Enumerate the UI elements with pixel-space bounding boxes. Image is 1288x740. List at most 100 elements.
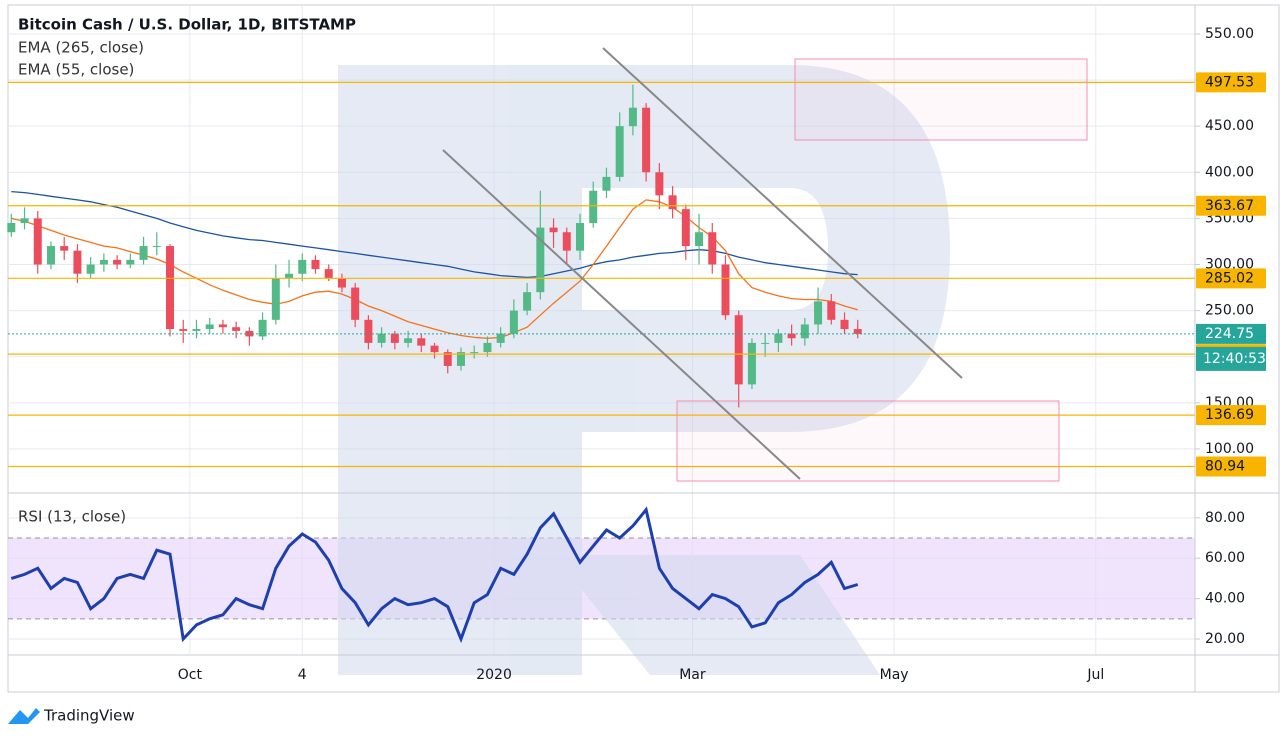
- candle-body: [86, 264, 95, 274]
- y-tick-label: 40.00: [1205, 591, 1245, 607]
- indicator-line: [10, 506, 859, 644]
- target-zone: [676, 400, 1060, 482]
- watermark-stem: [338, 65, 582, 675]
- countdown-box: [1196, 346, 1266, 371]
- level-label: 136.69: [1205, 407, 1254, 423]
- candle-body: [483, 342, 492, 353]
- candle-body: [576, 223, 585, 251]
- candle-body: [774, 333, 783, 343]
- candle-body: [166, 246, 175, 330]
- level-label-box: [1196, 405, 1266, 426]
- y-tick-label: 400.00: [1205, 164, 1254, 180]
- candle-body: [390, 333, 399, 343]
- y-tick-label: 450.00: [1205, 118, 1254, 134]
- level-label: 497.53: [1205, 74, 1254, 90]
- x-tick-label: 2020: [476, 667, 512, 683]
- y-tick-label: 550.00: [1205, 26, 1254, 42]
- candle-body: [20, 218, 29, 224]
- candle-body: [695, 232, 704, 247]
- legend-entry: RSI (13, close): [18, 508, 126, 526]
- candle-body: [152, 246, 161, 248]
- candle-body: [827, 301, 836, 320]
- target-zone: [794, 58, 1088, 141]
- x-tick-label: May: [880, 667, 909, 683]
- channel-line: [602, 47, 963, 379]
- level-label-box: [1196, 195, 1266, 216]
- level-label-box: [1196, 268, 1266, 289]
- level-label: 80.94: [1205, 459, 1245, 475]
- candle-body: [99, 259, 108, 265]
- candle-body: [192, 329, 201, 331]
- candle-body: [285, 273, 294, 279]
- candle-body: [443, 352, 452, 366]
- candle-body: [496, 333, 505, 343]
- candle-body: [113, 259, 122, 265]
- y-tick-label: 60.00: [1205, 550, 1245, 566]
- candle-body: [800, 324, 809, 339]
- candle-body: [840, 319, 849, 330]
- candle-body: [364, 319, 373, 343]
- indicator-line: [11, 190, 858, 279]
- plot-layer: [7, 81, 1195, 644]
- y-tick-label: 250.00: [1205, 303, 1254, 319]
- legend-entry: EMA (265, close): [18, 39, 144, 57]
- candle-body: [60, 246, 69, 251]
- candle-body: [668, 195, 677, 210]
- y-tick-label: 100.00: [1205, 441, 1254, 457]
- candle-body: [33, 218, 42, 265]
- candle-body: [681, 209, 690, 247]
- candle-body: [298, 259, 307, 274]
- candle-body: [814, 301, 823, 325]
- candle-body: [747, 342, 756, 385]
- candle-body: [417, 338, 426, 346]
- level-label: 285.02: [1205, 270, 1254, 286]
- candle-body: [46, 246, 55, 265]
- candle-body: [271, 278, 280, 320]
- legend-entry: EMA (55, close): [18, 61, 134, 79]
- brand-name: TradingView: [43, 707, 135, 725]
- candle-body: [642, 107, 651, 173]
- y-tick-label: 80.00: [1205, 510, 1245, 526]
- candle-body: [615, 126, 624, 177]
- chart-title: Bitcoin Cash / U.S. Dollar, 1D, BITSTAMP: [18, 16, 356, 34]
- candle-body: [734, 315, 743, 385]
- logo-icon: [8, 708, 40, 724]
- x-tick-label: Oct: [178, 667, 203, 683]
- candle-body: [258, 319, 267, 337]
- countdown-label: 12:40:53: [1203, 351, 1266, 367]
- drawings: [442, 47, 1088, 482]
- level-label-box: [1196, 72, 1266, 93]
- x-tick-label: Mar: [679, 667, 706, 683]
- candle-body: [126, 259, 135, 265]
- candle-body: [708, 232, 717, 265]
- candle-body: [311, 259, 320, 270]
- candle-body: [602, 176, 611, 191]
- candle-body: [232, 327, 241, 331]
- logo: TradingView: [8, 707, 135, 725]
- candle-body: [324, 269, 333, 279]
- candle-body: [562, 232, 571, 251]
- candle-body: [549, 227, 558, 233]
- last-price-label: 224.75: [1205, 326, 1254, 342]
- candle-body: [761, 342, 770, 344]
- indicator-line: [11, 199, 858, 339]
- watermark-bowl: [582, 65, 950, 432]
- level-label: 363.67: [1205, 198, 1254, 214]
- x-tick-label: Jul: [1086, 667, 1104, 683]
- candle-body: [655, 172, 664, 196]
- candle-body: [628, 107, 637, 127]
- last-price-box: [1196, 323, 1266, 344]
- candle-body: [139, 246, 148, 260]
- candle-body: [509, 310, 518, 334]
- candle-body: [787, 333, 796, 339]
- candle-body: [337, 278, 346, 288]
- candle-body: [721, 264, 730, 316]
- candle-body: [7, 223, 16, 233]
- y-tick-label: 20.00: [1205, 631, 1245, 647]
- candle-body: [589, 190, 598, 224]
- channel-line: [442, 149, 801, 480]
- candle-body: [218, 324, 227, 328]
- candle-body: [430, 345, 439, 353]
- level-label-box: [1196, 456, 1266, 477]
